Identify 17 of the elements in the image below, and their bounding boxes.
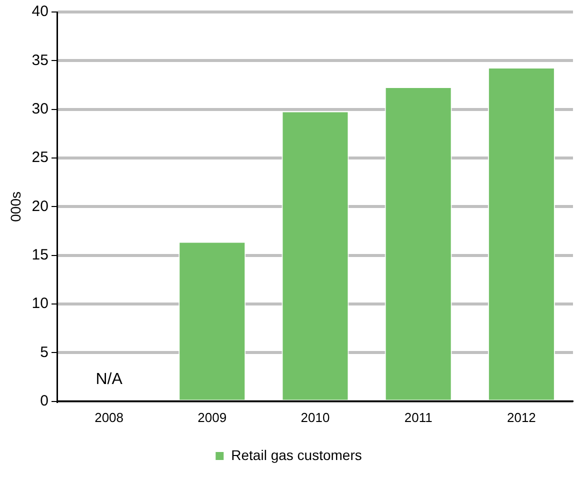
y-tick-label: 40 [32,3,48,20]
y-tick-label: 30 [32,100,48,118]
x-tick-label: 2009 [198,410,227,425]
y-tick-label: 35 [32,52,48,69]
y-tick-label: 20 [32,198,48,215]
y-tick-label: 0 [40,392,48,410]
legend-label: Retail gas customers [231,446,362,463]
x-tick-label: 2011 [404,410,432,425]
y-tick-label: 10 [32,295,48,312]
y-tick-label: 15 [32,246,48,264]
y-tick-label: 25 [32,149,48,166]
x-tick-label: 2012 [506,410,536,425]
annotation: N/A [96,370,123,388]
x-tick-label: 2010 [300,410,330,425]
x-tick-label: 2008 [94,410,124,425]
y-tick-label: 5 [40,344,48,361]
y-axis-title: 000s [7,192,24,222]
